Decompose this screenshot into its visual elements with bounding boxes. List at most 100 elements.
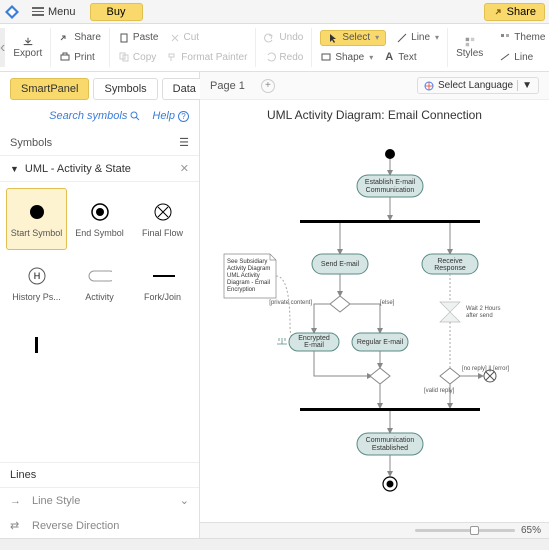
svg-text:Activity Diagram: Activity Diagram	[227, 266, 270, 272]
copy-icon	[118, 51, 130, 63]
svg-text:Communication: Communication	[366, 187, 415, 194]
symbol-start[interactable]: Start Symbol	[6, 188, 67, 250]
line-style-opt-icon: →	[10, 495, 24, 507]
cut-button[interactable]: Cut	[169, 32, 200, 44]
line-style-option[interactable]: → Line Style ⌄	[0, 488, 199, 513]
share-button[interactable]: Share	[484, 3, 545, 21]
redo-icon	[264, 51, 276, 63]
redo-button[interactable]: Redo	[264, 51, 303, 63]
end-symbol-icon	[88, 200, 112, 224]
share-icon	[59, 32, 71, 44]
symbol-history[interactable]: H History Ps...	[6, 252, 67, 314]
shape-tool[interactable]: Shape ▾	[320, 51, 373, 63]
undo-button[interactable]: Undo	[264, 32, 303, 44]
line-style-button[interactable]: Line	[499, 51, 533, 63]
reverse-icon: ⇄	[10, 519, 24, 532]
select-icon	[327, 32, 339, 44]
text-icon: A	[383, 51, 395, 63]
undo-icon	[264, 32, 276, 44]
svg-text:[private content]: [private content]	[269, 300, 312, 306]
tab-symbols[interactable]: Symbols	[93, 78, 157, 100]
export-label: Export	[13, 48, 42, 59]
svg-text:Encrypted: Encrypted	[298, 335, 330, 342]
google-icon	[424, 81, 434, 91]
styles-icon	[464, 36, 476, 48]
svg-text:Establish E-mail: Establish E-mail	[365, 179, 416, 186]
diagram-svg: Establish E-mail Communication Send E-ma…	[200, 126, 549, 516]
svg-text:See Subsidiary: See Subsidiary	[227, 259, 267, 265]
symbols-header: Symbols	[10, 137, 52, 149]
svg-text:Send E-mail: Send E-mail	[321, 261, 360, 268]
symbol-end[interactable]: End Symbol	[69, 188, 130, 250]
final-flow-icon	[151, 200, 175, 224]
close-library-icon[interactable]: ✕	[180, 162, 189, 175]
svg-text:H: H	[33, 271, 40, 281]
zoom-value: 65%	[521, 525, 541, 536]
menu-button[interactable]: Menu	[26, 3, 82, 20]
svg-text:UML Activity: UML Activity	[227, 273, 260, 279]
chevron-down-icon: ⌄	[180, 494, 189, 507]
print-button[interactable]: Print	[59, 51, 95, 63]
export-icon	[22, 36, 34, 48]
reverse-direction-option[interactable]: ⇄ Reverse Direction	[0, 513, 199, 538]
styles-button[interactable]: Styles	[456, 36, 483, 59]
svg-text:Receive: Receive	[437, 258, 462, 265]
share-top-icon	[493, 7, 503, 17]
format-painter-button[interactable]: Format Painter	[166, 51, 247, 63]
menu-label: Menu	[48, 6, 76, 18]
svg-text:Response: Response	[434, 265, 466, 272]
theme-button[interactable]: Theme	[499, 32, 545, 44]
cut-icon	[169, 32, 181, 44]
extra-symbol-icon	[25, 333, 49, 357]
language-selector[interactable]: Select Language ▼	[417, 77, 539, 94]
symbol-extra[interactable]	[6, 316, 67, 378]
svg-text:Communication: Communication	[366, 437, 415, 444]
svg-text:Regular E-mail: Regular E-mail	[357, 339, 404, 346]
hamburger-icon	[32, 5, 44, 18]
copy-button[interactable]: Copy	[118, 51, 156, 63]
chevron-down-icon: ▾	[435, 33, 439, 42]
lines-header: Lines	[0, 462, 199, 488]
zoom-thumb[interactable]	[470, 526, 479, 535]
tab-smartpanel[interactable]: SmartPanel	[10, 78, 89, 100]
search-icon	[130, 111, 140, 121]
print-icon	[59, 51, 71, 63]
diagram-canvas[interactable]: UML Activity Diagram: Email Connection E…	[200, 100, 549, 522]
library-header[interactable]: ▼ UML - Activity & State ✕	[0, 156, 199, 182]
buy-button[interactable]: Buy	[90, 3, 143, 21]
svg-text:Established: Established	[372, 445, 408, 452]
app-logo-icon	[4, 4, 20, 20]
line-tool[interactable]: Line ▾	[396, 32, 439, 44]
add-page-button[interactable]: +	[261, 79, 275, 93]
paste-icon	[118, 32, 130, 44]
start-symbol-icon	[25, 200, 49, 224]
export-button[interactable]: Export	[13, 36, 42, 59]
paste-button[interactable]: Paste	[118, 32, 159, 44]
chevron-down-icon: ▼	[10, 164, 19, 174]
line-tool-icon	[396, 32, 408, 44]
share-tool-button[interactable]: Share	[59, 32, 101, 44]
shape-icon	[320, 51, 332, 63]
svg-text:Wait 2 Hours: Wait 2 Hours	[466, 306, 500, 312]
text-tool[interactable]: A Text	[383, 51, 416, 63]
share-top-label: Share	[507, 6, 536, 18]
search-symbols-link[interactable]: Search symbols	[49, 110, 140, 122]
history-icon: H	[25, 264, 49, 288]
page-tab[interactable]: Page 1	[210, 80, 245, 92]
help-link[interactable]: Help ?	[152, 110, 189, 122]
symbol-final-flow[interactable]: Final Flow	[132, 188, 193, 250]
zoom-slider[interactable]	[415, 529, 515, 532]
theme-icon	[499, 32, 511, 44]
chevron-down-icon: ▾	[375, 33, 379, 42]
svg-text:E-mail: E-mail	[304, 342, 324, 349]
fork-join-icon	[151, 264, 175, 288]
line-style-icon	[499, 51, 511, 63]
symbol-fork-join[interactable]: Fork/Join	[132, 252, 193, 314]
svg-text:Encryption: Encryption	[227, 287, 255, 293]
activity-icon	[88, 264, 112, 288]
symbols-menu-icon[interactable]: ☰	[179, 136, 189, 149]
help-icon: ?	[178, 111, 189, 122]
select-tool[interactable]: Select ▾	[320, 30, 386, 46]
chevron-down-icon: ▾	[369, 53, 373, 62]
symbol-activity[interactable]: Activity	[69, 252, 130, 314]
